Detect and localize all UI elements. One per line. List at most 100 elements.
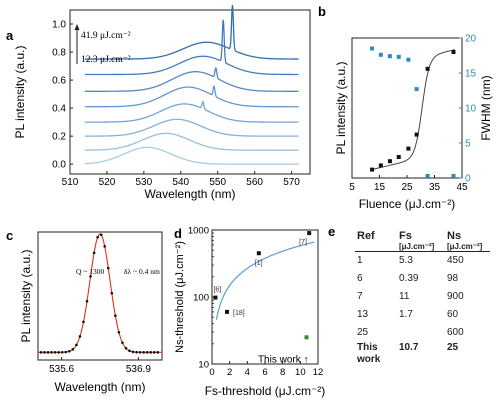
spectrum-point — [89, 275, 92, 278]
spectrum-point — [75, 343, 78, 347]
spectrum-point — [50, 351, 53, 354]
spectrum-point — [110, 291, 114, 295]
reference-label: [1] — [255, 260, 263, 267]
x-tick-label: 510 — [62, 177, 79, 188]
x-tick-label: 25 — [401, 182, 413, 193]
spectrum-point — [114, 314, 117, 317]
x-tick-label: 530 — [136, 177, 153, 188]
table-cell: 900 — [447, 291, 464, 302]
fwhm-point — [451, 173, 456, 178]
x-tick-label: 0 — [209, 367, 214, 378]
table-header-ns-unit: [μJ.cm⁻²] — [447, 242, 483, 251]
spectrum-point — [149, 351, 153, 354]
spectrum-line — [84, 19, 299, 76]
y-right-tick-label: 0 — [465, 174, 471, 185]
this-work-point — [304, 335, 309, 340]
y-right-tick-label: 10 — [465, 104, 477, 115]
fluence-arrow-head — [74, 24, 80, 30]
spectrum-point — [145, 351, 149, 354]
intensity-fit-line — [371, 49, 455, 171]
table-cell: 11 — [399, 291, 410, 302]
panel-b-ylabel-left: PL intensity (a.u.) — [334, 62, 348, 155]
x-tick-label: 12 — [313, 367, 324, 378]
table-row: 25 600 — [355, 324, 490, 342]
spectrum-line — [84, 100, 299, 123]
intensity-point — [396, 155, 401, 159]
spectrum-point — [128, 349, 131, 353]
y-right-tick-label: 15 — [465, 69, 477, 80]
table-row: 6 0.39 98 — [355, 270, 490, 288]
panel-c-xlabel: Wavelength (nm) — [55, 380, 146, 394]
intensity-point — [425, 66, 430, 71]
spectrum-line — [84, 146, 299, 165]
fwhm-point — [378, 52, 383, 57]
panel-b-ylabel-right: FWHM (nm) — [479, 75, 493, 140]
annotation-linewidth: δλ ~ 0.4 nm — [124, 267, 160, 276]
x-tick-label: 35 — [429, 182, 441, 193]
panel-d-ylabel: Ns-threshold (μJ.cm⁻²) — [174, 241, 186, 353]
x-tick-label: 6 — [262, 367, 267, 378]
spectrum-point — [124, 346, 128, 350]
x-tick-label: 550 — [209, 177, 226, 188]
table-header-ns: Ns [μJ.cm⁻²] — [445, 230, 490, 252]
x-tick-label: 45 — [456, 182, 468, 193]
table-cell: 450 — [447, 255, 464, 266]
y-tick-label: 0.0 — [52, 160, 66, 171]
annotation-q-factor: Q ~ 1300 — [76, 267, 104, 276]
table-row-this-work: This work 10.7 25 — [355, 342, 490, 366]
spectrum-line — [84, 118, 299, 137]
spectrum-point — [67, 349, 71, 353]
spectrum-point — [85, 299, 89, 303]
spectrum-point — [138, 351, 142, 354]
reference-point — [256, 251, 261, 256]
reference-point — [307, 231, 312, 236]
panel-b: b 5 15 25 35 450 5 10 15 20 Fluence (μJ.cm⁻²) PL… — [318, 4, 493, 211]
table-row: 1 5.3 450 — [355, 252, 490, 271]
table-cell: 98 — [447, 273, 459, 284]
spectrum-point — [78, 335, 82, 338]
y-right-tick-label: 5 — [465, 139, 471, 150]
spectrum-point — [121, 341, 124, 344]
panel-d-frame — [211, 229, 319, 365]
fwhm-point — [370, 46, 375, 51]
x-tick-label: 520 — [99, 177, 116, 188]
panel-a-ylabel: PL intensity (a.u.) — [13, 46, 27, 139]
panel-c: c 535.6 536.9 Q ~ 1300 δλ ~ 0.4 nm Wavele… — [6, 228, 163, 394]
table-row: 7 11 900 — [355, 288, 490, 306]
table-cell: 1 — [357, 255, 363, 266]
table-header-row: Ref Fs [μJ.cm⁻²] Ns [μJ.cm⁻²] — [355, 230, 490, 252]
x-tick-label: 8 — [280, 367, 285, 378]
this-work-label: This work ↑ — [258, 354, 309, 365]
panel-c-frame — [37, 231, 163, 361]
y-right-tick-label: 20 — [465, 34, 477, 45]
intensity-point — [406, 146, 411, 151]
y-tick-label: 10 — [198, 360, 209, 371]
annotation-top-fluence: 41.9 μJ.cm⁻² — [81, 31, 131, 41]
x-tick-label: 536.9 — [126, 364, 151, 375]
intensity-point — [451, 50, 456, 54]
x-tick-label: 5 — [349, 182, 355, 193]
y-tick-label: 0.4 — [52, 104, 66, 115]
y-tick-label: 1000 — [188, 226, 209, 237]
spectrum-point — [92, 251, 96, 255]
spectrum-point — [82, 320, 85, 324]
spectrum-line — [84, 132, 299, 151]
panel-c-label: c — [6, 228, 13, 243]
spectrum-line — [84, 84, 299, 108]
y-tick-label: 0.8 — [52, 48, 66, 59]
table-cell: 7 — [357, 291, 363, 302]
spectrum-point — [103, 245, 107, 248]
comparison-table: Ref Fs [μJ.cm⁻²] Ns [μJ.cm⁻²] 1 5.3 450 6 … — [355, 230, 490, 366]
intensity-point — [370, 167, 375, 172]
intensity-point — [414, 132, 419, 137]
spectrum-point — [106, 266, 110, 270]
spectrum-point — [117, 330, 121, 334]
threshold-fit-line — [215, 241, 315, 320]
fwhm-point — [396, 54, 401, 59]
spectrum-point — [39, 351, 43, 354]
reference-label: [7] — [299, 239, 307, 246]
intensity-point — [378, 163, 383, 168]
intensity-point — [387, 159, 392, 164]
